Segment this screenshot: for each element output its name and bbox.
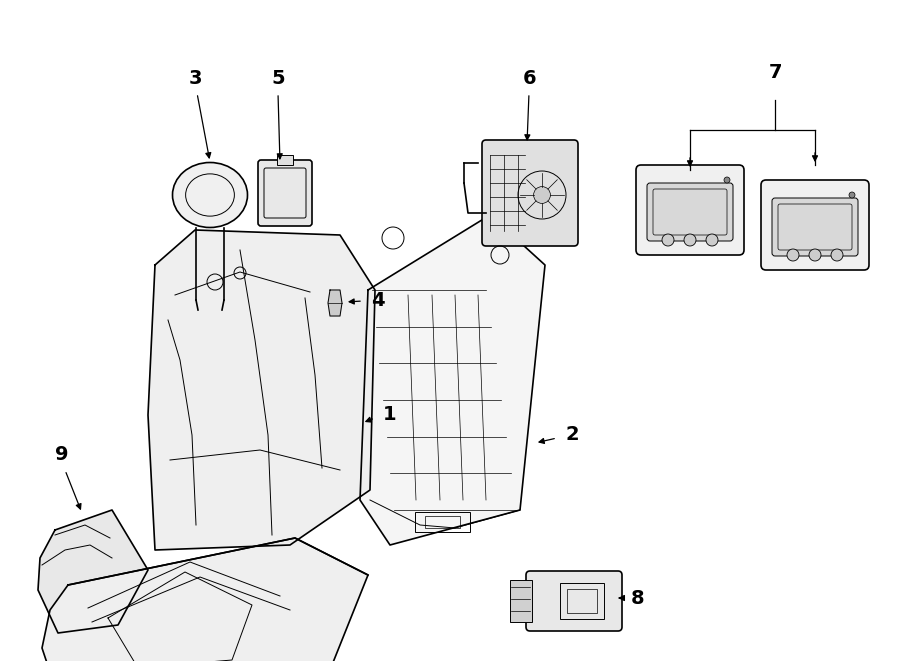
Text: 3: 3 — [188, 69, 202, 87]
FancyBboxPatch shape — [482, 140, 578, 246]
Polygon shape — [328, 290, 342, 316]
Bar — [510, 580, 532, 622]
Polygon shape — [360, 215, 545, 545]
FancyBboxPatch shape — [636, 165, 744, 255]
Bar — [277, 155, 293, 165]
Circle shape — [831, 249, 843, 261]
Bar — [567, 589, 597, 613]
FancyBboxPatch shape — [258, 160, 312, 226]
Text: 6: 6 — [523, 69, 536, 87]
Text: 1: 1 — [383, 405, 397, 424]
Polygon shape — [148, 230, 375, 550]
Circle shape — [706, 234, 718, 246]
Bar — [415, 512, 470, 532]
Text: 7: 7 — [769, 63, 782, 81]
Circle shape — [684, 234, 696, 246]
Circle shape — [849, 192, 855, 198]
Text: 2: 2 — [565, 426, 579, 444]
Text: 9: 9 — [55, 446, 68, 465]
FancyBboxPatch shape — [772, 198, 858, 256]
Polygon shape — [42, 538, 368, 661]
Circle shape — [787, 249, 799, 261]
Circle shape — [662, 234, 674, 246]
FancyBboxPatch shape — [761, 180, 869, 270]
Circle shape — [809, 249, 821, 261]
FancyBboxPatch shape — [526, 571, 622, 631]
Text: 4: 4 — [371, 290, 385, 309]
Circle shape — [534, 186, 551, 204]
Ellipse shape — [173, 163, 248, 227]
Text: 8: 8 — [631, 588, 644, 607]
Text: 5: 5 — [271, 69, 284, 87]
Bar — [560, 583, 604, 619]
FancyBboxPatch shape — [647, 183, 733, 241]
Bar — [425, 516, 460, 528]
Circle shape — [724, 177, 730, 183]
Polygon shape — [38, 510, 148, 633]
